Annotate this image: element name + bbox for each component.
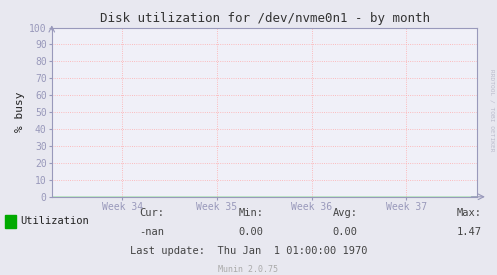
Text: Max:: Max: (457, 208, 482, 218)
Text: -nan: -nan (139, 227, 164, 237)
Text: Cur:: Cur: (139, 208, 164, 218)
Y-axis label: % busy: % busy (15, 92, 25, 132)
Text: Utilization: Utilization (20, 216, 88, 226)
Text: Avg:: Avg: (333, 208, 358, 218)
Text: RRDTOOL / TOBI OETIKER: RRDTOOL / TOBI OETIKER (490, 69, 495, 151)
Text: Munin 2.0.75: Munin 2.0.75 (219, 265, 278, 274)
Text: 0.00: 0.00 (239, 227, 263, 237)
Text: Last update:  Thu Jan  1 01:00:00 1970: Last update: Thu Jan 1 01:00:00 1970 (130, 246, 367, 256)
Title: Disk utilization for /dev/nvme0n1 - by month: Disk utilization for /dev/nvme0n1 - by m… (100, 12, 429, 25)
Text: Min:: Min: (239, 208, 263, 218)
Text: 1.47: 1.47 (457, 227, 482, 237)
Text: 0.00: 0.00 (333, 227, 358, 237)
